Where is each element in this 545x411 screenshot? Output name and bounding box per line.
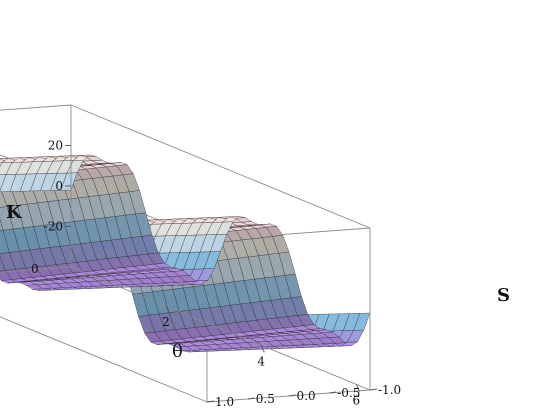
z-tick-label: 20 bbox=[48, 139, 63, 153]
box-edge bbox=[70, 104, 371, 229]
box-edge bbox=[0, 316, 208, 403]
x-tick-mark bbox=[165, 305, 170, 314]
y-tick-mark bbox=[288, 394, 296, 397]
x-tick-mark bbox=[356, 384, 360, 392]
box-edge bbox=[70, 266, 371, 391]
x-tick-label: 4 bbox=[257, 354, 265, 368]
surface-cell bbox=[353, 312, 371, 331]
box-edge bbox=[0, 104, 72, 111]
y-axis-label: S bbox=[497, 285, 510, 306]
y-tick-label: 0.5 bbox=[256, 392, 275, 406]
y-tick-mark bbox=[247, 397, 255, 400]
z-tick-label-extra: 0 bbox=[31, 262, 39, 276]
x-axis-label: θ bbox=[172, 341, 183, 362]
axis-ticks: 2 4 6 -1.0 -0.5 0.0 0.5 1.0 20 0 -20 0 bbox=[31, 139, 401, 410]
y-tick-label: -1.0 bbox=[378, 383, 401, 397]
y-tick-mark bbox=[206, 400, 215, 403]
z-tick-label: 0 bbox=[55, 179, 63, 193]
y-tick-label: 1.0 bbox=[215, 395, 234, 409]
x-tick-mark bbox=[260, 345, 265, 353]
surface-mesh bbox=[0, 154, 371, 353]
y-tick-label: 0.0 bbox=[297, 389, 316, 403]
box-edge bbox=[0, 266, 72, 273]
z-axis-label: K bbox=[6, 202, 23, 223]
y-tick-mark bbox=[369, 388, 378, 391]
y-tick-mark bbox=[329, 391, 337, 394]
x-tick-label: 6 bbox=[353, 393, 361, 407]
x-tick-label: 2 bbox=[162, 315, 170, 329]
z-tick-label: -20 bbox=[44, 220, 63, 234]
y-tick-label: -0.5 bbox=[337, 386, 360, 400]
